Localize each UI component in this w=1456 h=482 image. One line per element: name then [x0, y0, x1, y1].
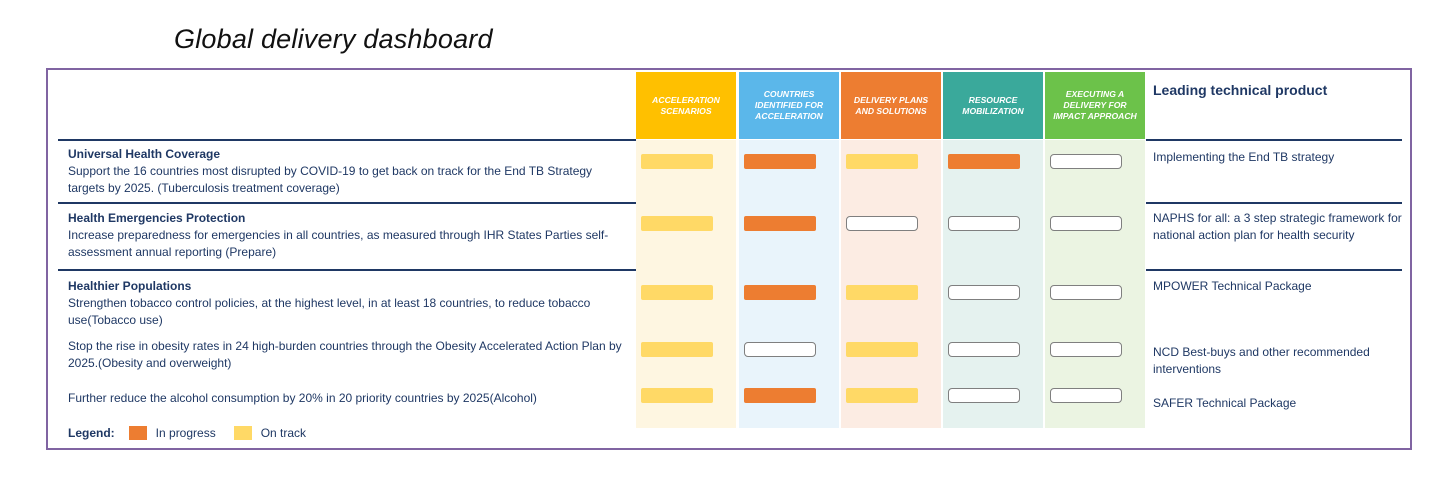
- legend-title: Legend:: [68, 426, 115, 440]
- leading-product: Implementing the End TB strategy: [1153, 150, 1335, 164]
- status-not-started: [948, 388, 1020, 403]
- status-in-progress: [744, 216, 816, 231]
- objective-row: Stop the rise in obesity rates in 24 hig…: [68, 338, 628, 372]
- status-on-track: [846, 342, 918, 357]
- leading-product: NCD Best-buys and other recommended inte…: [1153, 345, 1370, 376]
- section-divider: [58, 202, 636, 204]
- legend-swatch-in-progress: [128, 426, 147, 440]
- leading-product: NAPHS for all: a 3 step strategic framew…: [1153, 211, 1402, 242]
- objective-heading: Healthier Populations: [68, 279, 192, 293]
- status-in-progress: [948, 154, 1020, 169]
- column-header-3: DELIVERY PLANS AND SOLUTIONS: [841, 72, 941, 139]
- leading-product: SAFER Technical Package: [1153, 396, 1297, 410]
- section-divider: [1146, 139, 1402, 141]
- objective-text: Increase preparedness for emergencies in…: [68, 228, 609, 259]
- status-on-track: [641, 154, 713, 169]
- objective-row: Health Emergencies Protection Increase pr…: [68, 210, 628, 261]
- dashboard-frame: [46, 68, 1412, 450]
- column-header-4: RESOURCE MOBILIZATION: [943, 72, 1043, 139]
- objective-heading: Health Emergencies Protection: [68, 211, 246, 225]
- status-not-started: [1050, 285, 1122, 300]
- page-title: Global delivery dashboard: [174, 24, 493, 54]
- status-in-progress: [744, 285, 816, 300]
- status-not-started: [1050, 388, 1122, 403]
- legend: Legend: In progress On track: [68, 426, 324, 440]
- objective-row: Universal Health Coverage Support the 16 …: [68, 146, 628, 197]
- status-not-started: [1050, 154, 1122, 169]
- column-header-5: EXECUTING A DELIVERY FOR IMPACT APPROACH: [1045, 72, 1145, 139]
- status-on-track: [641, 285, 713, 300]
- objective-text: Further reduce the alcohol consumption b…: [68, 391, 537, 405]
- column-tint-3: [841, 140, 941, 428]
- objective-text: Support the 16 countries most disrupted …: [68, 164, 593, 195]
- leading-product: MPOWER Technical Package: [1153, 279, 1312, 293]
- status-on-track: [641, 342, 713, 357]
- objective-row: Healthier Populations Strengthen tobacco …: [68, 278, 628, 329]
- objective-heading: Universal Health Coverage: [68, 147, 221, 161]
- status-not-started: [948, 342, 1020, 357]
- status-on-track: [641, 388, 713, 403]
- section-divider: [58, 139, 636, 141]
- column-tint-1: [636, 140, 736, 428]
- status-not-started: [846, 216, 918, 231]
- status-not-started: [1050, 342, 1122, 357]
- legend-label-on-track: On track: [260, 426, 307, 440]
- section-divider: [1146, 202, 1402, 204]
- status-in-progress: [744, 154, 816, 169]
- column-header-1: ACCELERATION SCENARIOS: [636, 72, 736, 139]
- column-tint-2: [739, 140, 839, 428]
- objective-text: Stop the rise in obesity rates in 24 hig…: [68, 339, 622, 370]
- status-not-started: [744, 342, 816, 357]
- legend-item-in-progress: In progress: [128, 426, 216, 440]
- section-divider: [1146, 269, 1402, 271]
- objective-row: Further reduce the alcohol consumption b…: [68, 390, 628, 407]
- status-not-started: [948, 216, 1020, 231]
- lead-product-header: Leading technical product: [1153, 82, 1328, 98]
- status-on-track: [641, 216, 713, 231]
- status-not-started: [1050, 216, 1122, 231]
- legend-label-in-progress: In progress: [155, 426, 216, 440]
- status-not-started: [948, 285, 1020, 300]
- status-on-track: [846, 388, 918, 403]
- objective-text: Strengthen tobacco control policies, at …: [68, 296, 591, 327]
- legend-item-on-track: On track: [233, 426, 307, 440]
- status-in-progress: [744, 388, 816, 403]
- status-on-track: [846, 285, 918, 300]
- section-divider: [58, 269, 636, 271]
- status-on-track: [846, 154, 918, 169]
- column-tint-4: [943, 140, 1043, 428]
- column-tint-5: [1045, 140, 1145, 428]
- column-header-2: COUNTRIES IDENTIFIED FOR ACCELERATION: [739, 72, 839, 139]
- legend-swatch-on-track: [233, 426, 252, 440]
